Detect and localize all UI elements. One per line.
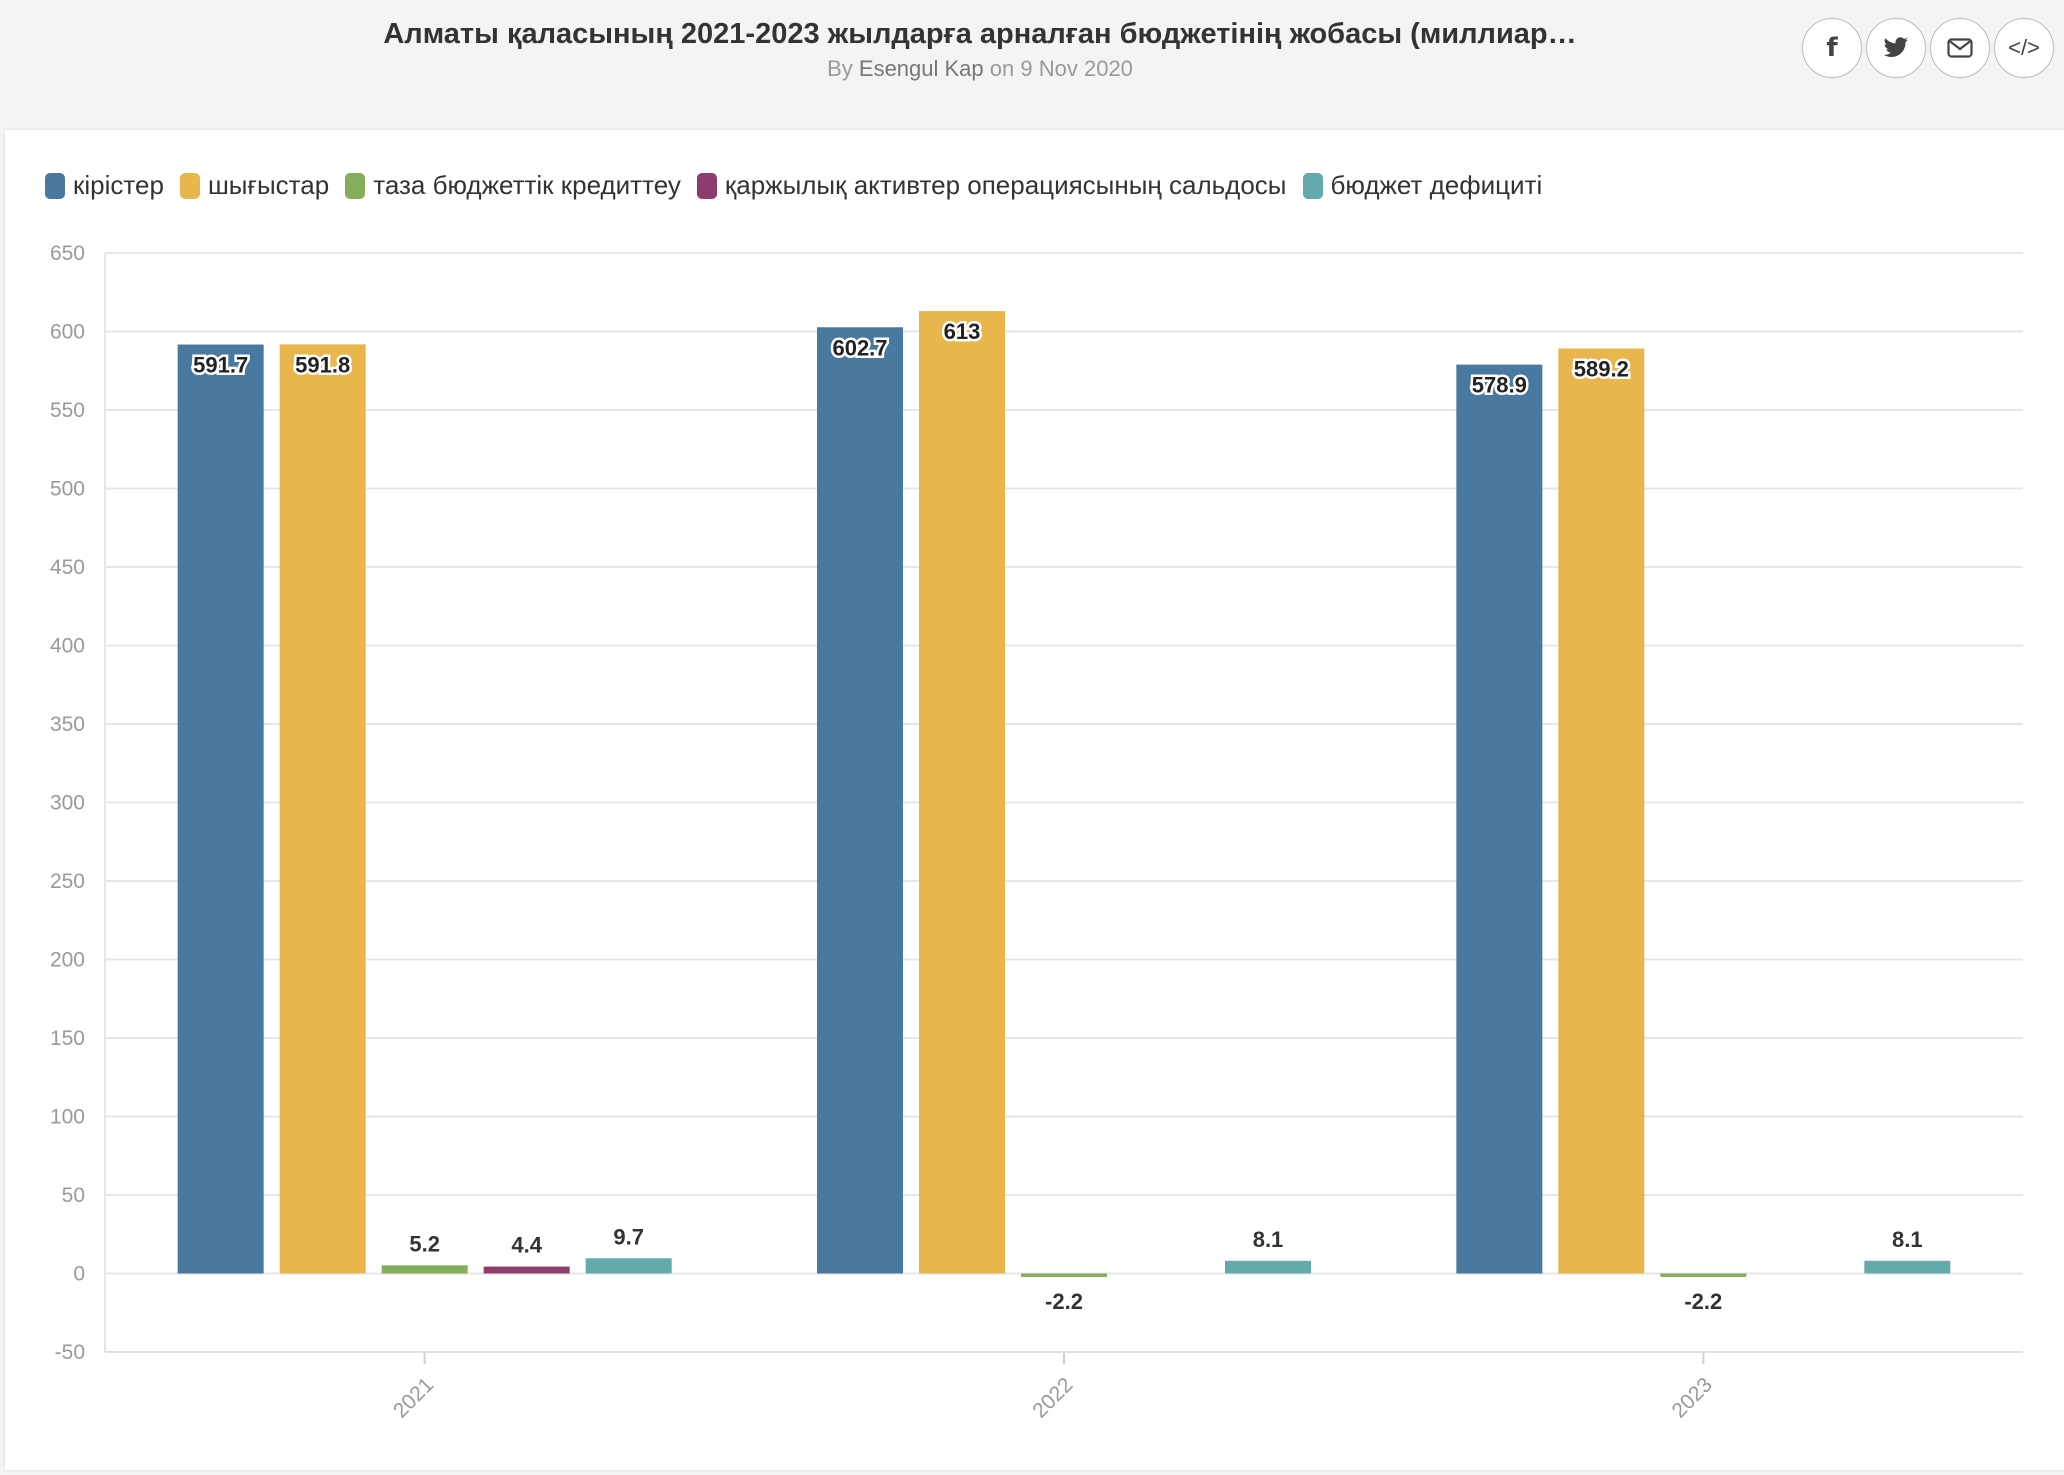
y-tick-label: 350 [50, 713, 85, 736]
bar-chart: -50 0 50 100 150 200 250 300 350 400 450 500 550 600 6… [50, 242, 2023, 1423]
bar-2023-2 [1558, 348, 1645, 1274]
x-tick-label: 2021 [389, 1373, 438, 1422]
email-icon [1947, 38, 1973, 58]
author-link[interactable]: Esengul Kap [858, 56, 984, 81]
legend-label: бюджет дефициті [1330, 170, 1543, 200]
y-tick-label: 300 [50, 792, 85, 815]
twitter-icon [1883, 37, 1909, 57]
publish-date: 9 Nov 2020 [1020, 56, 1133, 81]
bar-2023-1 [1456, 364, 1543, 1274]
legend-label: таза бюджеттік кредиттеу [373, 170, 681, 200]
y-tick-label: -50 [55, 1341, 85, 1364]
legend-item-2[interactable]: шығыстар [179, 170, 330, 201]
data-label: 613 [944, 319, 981, 344]
legend-swatch [179, 172, 200, 199]
data-label: 578.9 [1472, 373, 1527, 398]
bar-2021-2 [279, 344, 366, 1274]
chart-title: Алматы қаласының 2021-2023 жылдарға арна… [383, 18, 1577, 50]
share-toolbar: f </> [1802, 18, 2054, 78]
bar-2023-3 [1660, 1273, 1747, 1277]
legend-swatch [45, 172, 65, 199]
y-tick-label: 550 [50, 399, 85, 422]
legend-swatch [345, 172, 366, 199]
y-tick-label: 650 [50, 242, 85, 265]
data-label: 591.7 [193, 353, 248, 378]
data-label: 8.1 [1253, 1227, 1284, 1252]
bar-2021-1 [177, 344, 264, 1274]
y-tick-label: 50 [62, 1184, 85, 1207]
y-tick-label: 200 [50, 949, 85, 972]
legend-item-3[interactable]: таза бюджеттік кредиттеу [345, 170, 681, 201]
bar-2022-1 [817, 327, 903, 1274]
legend-label: шығыстар [207, 170, 330, 200]
chart-panel: кірістер шығыстар таза бюджеттік кредиттеу… [5, 130, 2064, 1470]
legend-item-4[interactable]: қаржылық активтер операциясының сальдосы [696, 170, 1287, 201]
y-tick-label: 450 [50, 556, 85, 579]
y-tick-label: 100 [50, 1106, 85, 1129]
y-tick-label: 0 [73, 1263, 85, 1286]
bar-2021-3 [381, 1265, 468, 1274]
data-label: 9.7 [613, 1224, 644, 1249]
embed-icon: </> [2008, 35, 2040, 60]
data-label: -2.2 [1045, 1289, 1083, 1314]
bar-2021-4 [483, 1266, 570, 1274]
share-embed-button[interactable]: </> [1994, 18, 2054, 78]
bar-2021-5 [585, 1258, 672, 1274]
legend-label: қаржылық активтер операциясының сальдосы [724, 170, 1287, 200]
legend-item-1[interactable]: кірістер [45, 170, 164, 201]
share-facebook-button[interactable]: f [1802, 18, 1862, 78]
facebook-icon: f [1826, 33, 1838, 63]
data-label: 4.4 [511, 1233, 542, 1258]
data-label: 8.1 [1892, 1227, 1923, 1252]
data-label: 591.8 [295, 352, 350, 377]
legend-item-5[interactable]: бюджет дефициті [1302, 170, 1543, 201]
bar-2022-5 [1225, 1260, 1311, 1274]
y-tick-label: 400 [50, 635, 85, 658]
y-tick-label: 250 [50, 870, 85, 893]
legend-swatch [696, 172, 717, 199]
bar-2023-5 [1864, 1260, 1951, 1274]
date-prefix: on [989, 56, 1015, 81]
data-label: 602.7 [832, 335, 887, 360]
byline: By Esengul Kap on 9 Nov 2020 [380, 56, 1580, 82]
data-label: 589.2 [1574, 356, 1629, 381]
chart-header: Алматы қаласының 2021-2023 жылдарға арна… [0, 0, 2064, 130]
legend-label: кірістер [73, 170, 164, 200]
bar-2022-3 [1021, 1273, 1107, 1277]
by-prefix: By [827, 56, 853, 81]
y-tick-label: 600 [50, 321, 85, 344]
x-tick-label: 2023 [1668, 1373, 1717, 1422]
y-tick-label: 500 [50, 478, 85, 501]
data-label: -2.2 [1684, 1289, 1722, 1314]
data-label: 5.2 [409, 1231, 440, 1256]
chart-legend: кірістер шығыстар таза бюджеттік кредиттеу… [45, 170, 1542, 201]
legend-swatch [1302, 172, 1323, 199]
bar-2022-2 [919, 311, 1005, 1274]
share-email-button[interactable] [1930, 18, 1990, 78]
share-twitter-button[interactable] [1866, 18, 1926, 78]
y-tick-label: 150 [50, 1027, 85, 1050]
x-tick-label: 2022 [1028, 1373, 1077, 1422]
